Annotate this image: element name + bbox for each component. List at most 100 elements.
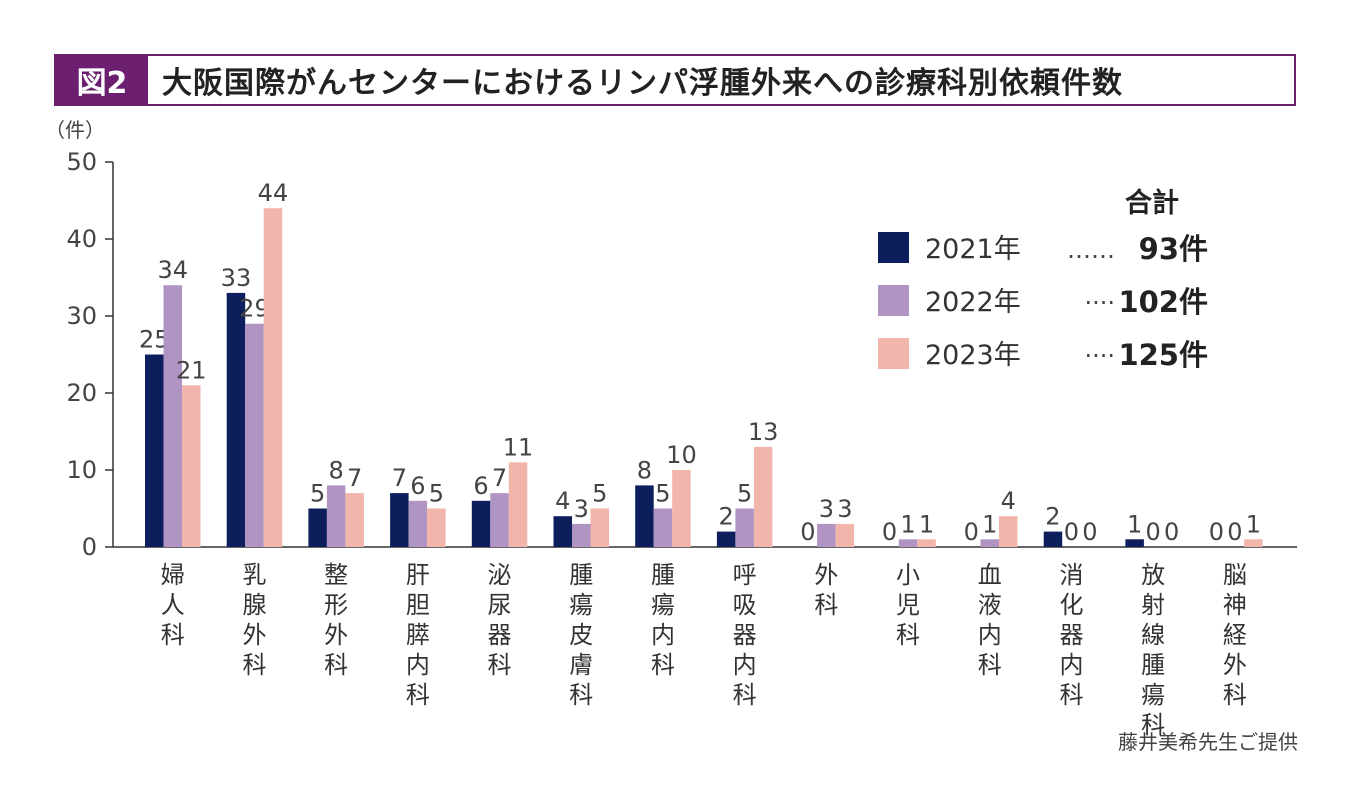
bar-value-label: 8	[637, 456, 652, 484]
bar-value-label: 0	[882, 518, 897, 546]
category-label-char: 内	[406, 651, 430, 679]
category-label-char: 液	[978, 591, 1002, 619]
legend-year-label: 2022年	[925, 287, 1021, 318]
category-label-char: 外	[814, 561, 838, 589]
category-label-char: 乳	[242, 561, 266, 589]
category-label-char: 科	[242, 651, 266, 679]
bar-value-label: 0	[1146, 518, 1161, 546]
legend-swatch	[878, 285, 909, 316]
bar-value-label: 0	[800, 518, 815, 546]
category-label-char: 化	[1059, 591, 1083, 619]
bar	[1244, 539, 1263, 547]
category-label-char: 器	[488, 621, 512, 649]
category-label-char: 科	[406, 681, 430, 709]
bar-value-label: 1	[919, 510, 934, 538]
credit-text: 藤井美希先生ご提供	[1118, 730, 1298, 754]
category-label-char: 外	[324, 621, 348, 649]
bar-value-label: 1	[982, 510, 997, 538]
category-label-char: 科	[978, 651, 1002, 679]
category-label-char: 外	[1223, 651, 1247, 679]
y-tick-label: 40	[66, 225, 97, 253]
y-tick-label: 10	[66, 456, 97, 484]
bar	[672, 470, 691, 547]
bar	[471, 500, 491, 547]
figure-header: 図2 大阪国際がんセンターにおけるリンパ浮腫外来への診療科別依頼件数	[54, 54, 1296, 106]
category-label-char: 泌	[488, 561, 512, 589]
category-label-char: 整	[324, 561, 348, 589]
bar	[1125, 539, 1144, 547]
bar-value-label: 10	[666, 441, 697, 469]
bar	[408, 500, 428, 547]
bar-value-label: 34	[157, 256, 188, 284]
category-label-char: 線	[1141, 621, 1165, 649]
legend-swatch	[878, 232, 909, 263]
bar-value-label: 1	[1246, 510, 1261, 538]
bar-value-label: 21	[176, 356, 207, 384]
category-label-char: 肝	[406, 561, 430, 589]
bar-value-label: 0	[1082, 518, 1097, 546]
category-label-char: 小	[896, 561, 920, 589]
category-label-char: 科	[324, 651, 348, 679]
category-label-char: 科	[1141, 711, 1165, 739]
category-label-char: 形	[324, 591, 348, 619]
bar-value-label: 0	[1164, 518, 1179, 546]
category-label-char: 胆	[406, 591, 430, 619]
bar	[735, 508, 754, 547]
bar	[653, 508, 673, 547]
category-label-char: 器	[733, 621, 757, 649]
category-label-char: 腫	[1141, 651, 1165, 679]
category-label-char: 科	[488, 651, 512, 679]
bar	[245, 323, 264, 547]
bar-value-label: 0	[1064, 518, 1079, 546]
bar	[553, 516, 572, 547]
bar-value-label: 11	[503, 433, 534, 461]
category-label-char: 婦	[161, 561, 185, 589]
bar-value-label: 2	[719, 503, 734, 531]
legend-dots: ····	[1084, 342, 1115, 370]
category-label-char: 内	[733, 651, 757, 679]
bar	[345, 493, 364, 547]
bar	[572, 523, 591, 547]
bar-value-label: 3	[819, 495, 834, 523]
bar-value-label: 3	[837, 495, 852, 523]
category-label-char: 膵	[406, 621, 430, 649]
bar-value-label: 8	[329, 456, 344, 484]
category-label-char: 膚	[569, 651, 593, 679]
legend-dots: ····	[1084, 289, 1115, 317]
category-label-char: 科	[896, 621, 920, 649]
bar-value-label: 7	[392, 464, 407, 492]
category-label-char: 瘍	[651, 591, 675, 619]
bar	[898, 539, 918, 547]
figure-badge: 図2	[56, 56, 148, 104]
bar-value-label: 3	[574, 495, 589, 523]
bar-value-label: 7	[492, 464, 507, 492]
category-label-char: 内	[1059, 651, 1083, 679]
category-label-char: 科	[1059, 681, 1083, 709]
bar-value-label: 0	[1227, 518, 1242, 546]
category-label-char: 放	[1141, 561, 1165, 589]
category-label-char: 脳	[1223, 561, 1247, 589]
category-label-char: 外	[242, 621, 266, 649]
bar-value-label: 2	[1045, 503, 1060, 531]
bar	[999, 516, 1018, 547]
category-label-char: 瘍	[569, 591, 593, 619]
legend-dots: ……	[1067, 236, 1115, 264]
bar	[508, 462, 528, 547]
bar-value-label: 44	[258, 179, 289, 207]
category-label-char: 経	[1223, 621, 1247, 649]
category-label-char: 腫	[651, 561, 675, 589]
bar-value-label: 13	[748, 418, 779, 446]
bar-value-label: 5	[310, 480, 325, 508]
legend-year-label: 2021年	[925, 234, 1021, 265]
bar	[817, 523, 836, 547]
legend-swatch	[878, 338, 909, 369]
category-label-char: 器	[1059, 621, 1083, 649]
bar-value-label: 5	[429, 480, 444, 508]
category-label-char: 射	[1141, 591, 1165, 619]
bar	[635, 485, 654, 547]
bar	[390, 493, 409, 547]
bar	[1043, 531, 1063, 547]
legend-total-value: 125件	[1118, 338, 1208, 372]
category-label-char: 呼	[733, 561, 757, 589]
